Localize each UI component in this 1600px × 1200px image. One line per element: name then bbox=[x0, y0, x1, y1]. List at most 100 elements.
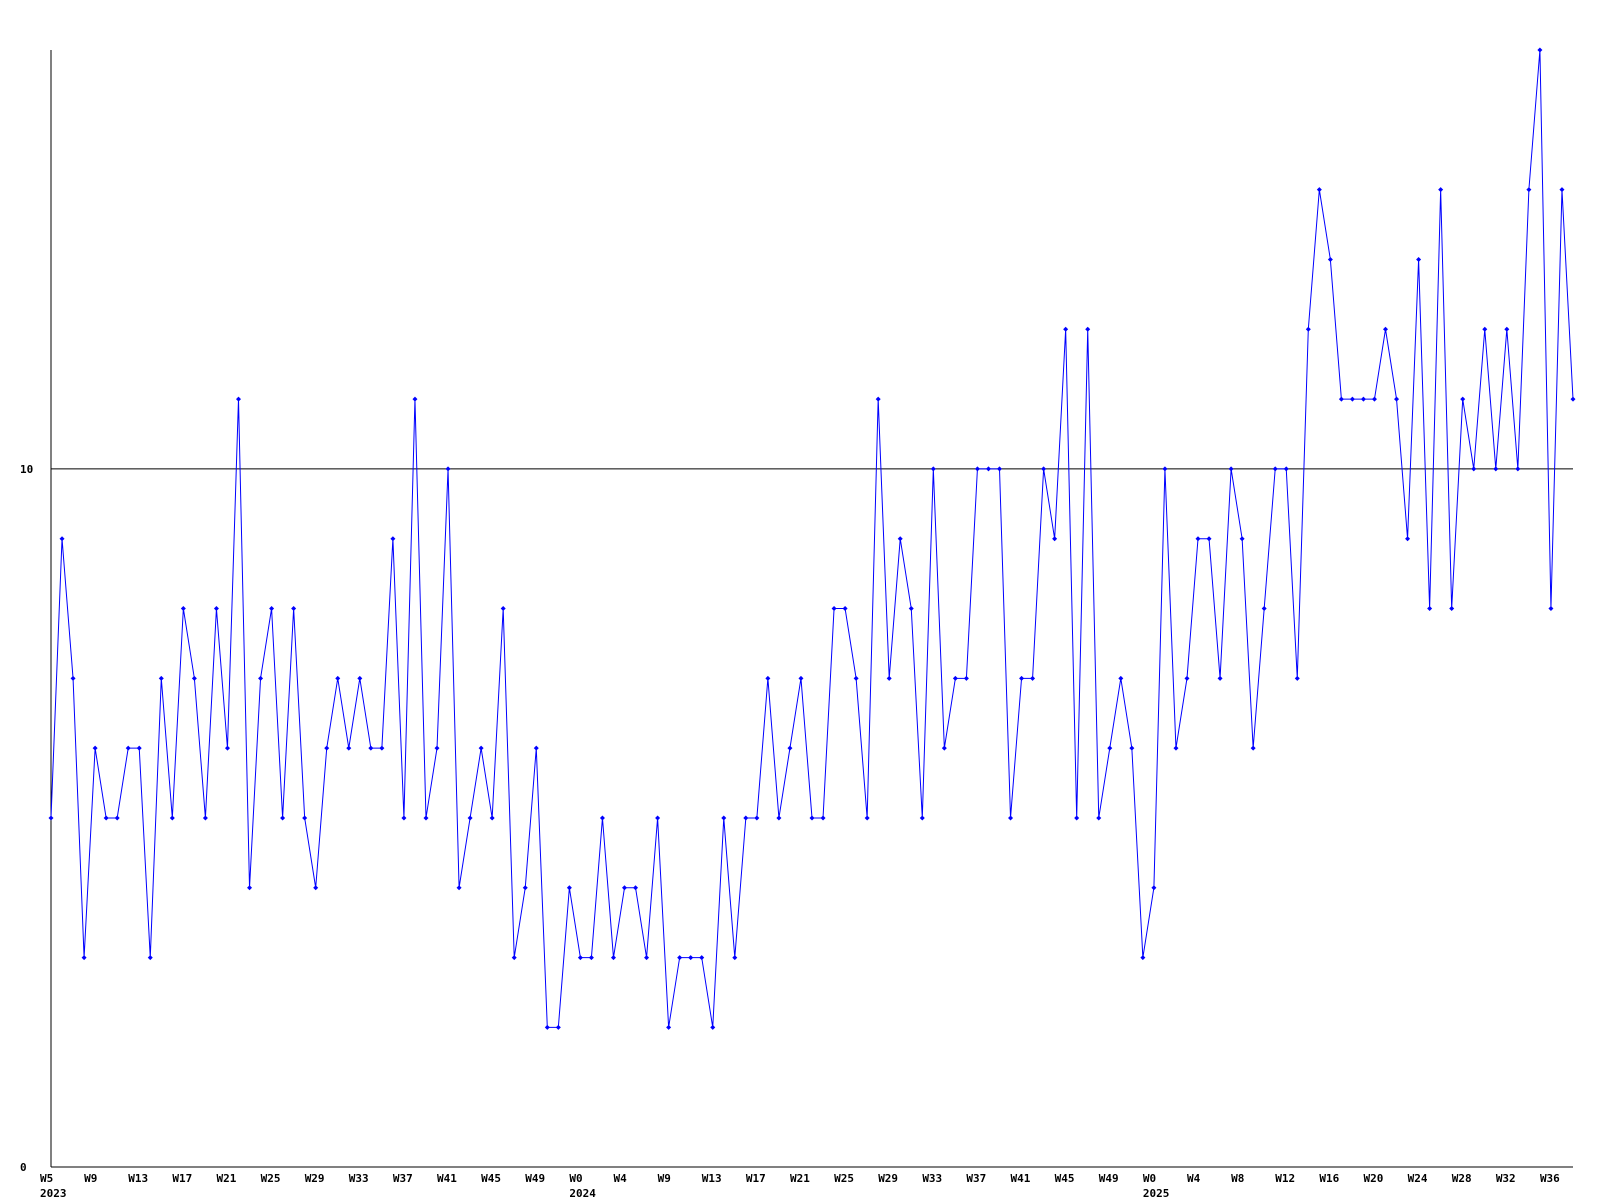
data-point bbox=[599, 815, 605, 821]
data-point bbox=[280, 815, 286, 821]
data-point bbox=[820, 815, 826, 821]
data-point bbox=[1261, 606, 1267, 611]
data-point bbox=[1074, 815, 1080, 821]
data-point bbox=[1394, 396, 1400, 402]
data-point bbox=[235, 396, 241, 402]
data-point bbox=[787, 745, 793, 751]
data-point bbox=[125, 745, 131, 751]
data-point bbox=[478, 745, 484, 751]
data-point bbox=[1316, 187, 1322, 193]
data-point bbox=[886, 675, 892, 681]
data-point bbox=[368, 745, 374, 751]
data-point bbox=[412, 396, 418, 402]
data-point bbox=[1416, 256, 1422, 262]
data-point bbox=[224, 745, 230, 751]
data-point bbox=[963, 675, 969, 681]
data-point bbox=[677, 955, 683, 961]
data-point bbox=[842, 606, 848, 611]
x-tick-label: W32 bbox=[1496, 1172, 1516, 1185]
data-point bbox=[555, 1024, 561, 1030]
data-point bbox=[1349, 396, 1355, 402]
x-tick-label: W41 bbox=[1011, 1172, 1031, 1185]
data-point bbox=[908, 606, 914, 611]
data-point bbox=[1173, 745, 1179, 751]
data-point bbox=[721, 815, 727, 821]
data-point bbox=[1570, 396, 1576, 402]
x-tick-label: W37 bbox=[393, 1172, 413, 1185]
data-point bbox=[1371, 396, 1377, 402]
x-tick-label: W12 bbox=[1275, 1172, 1295, 1185]
data-point bbox=[269, 606, 275, 611]
data-point bbox=[456, 885, 462, 891]
data-point bbox=[853, 675, 859, 681]
x-tick-label: W4 bbox=[614, 1172, 628, 1185]
data-point bbox=[1239, 536, 1245, 542]
data-point bbox=[390, 536, 396, 542]
data-point bbox=[985, 466, 991, 472]
data-line bbox=[50, 49, 1574, 1028]
x-tick-label: W25 bbox=[834, 1172, 854, 1185]
data-point bbox=[202, 815, 208, 821]
data-point bbox=[1427, 606, 1433, 611]
x-tick-label: W9 bbox=[84, 1172, 97, 1185]
data-point bbox=[633, 885, 639, 891]
data-point bbox=[136, 745, 142, 751]
data-point bbox=[776, 815, 782, 821]
data-point bbox=[1537, 47, 1543, 53]
data-point bbox=[699, 955, 705, 961]
y-tick-label: 10 bbox=[20, 463, 33, 476]
data-point bbox=[1217, 675, 1223, 681]
x-tick-label: W13 bbox=[128, 1172, 148, 1185]
data-point bbox=[1360, 396, 1366, 402]
x-tick-label: W49 bbox=[1099, 1172, 1119, 1185]
data-point bbox=[213, 606, 219, 611]
data-point bbox=[302, 815, 308, 821]
data-point bbox=[1482, 326, 1488, 332]
data-point bbox=[1460, 396, 1466, 402]
x-tick-label: W13 bbox=[702, 1172, 722, 1185]
data-point bbox=[247, 885, 253, 891]
data-point bbox=[577, 955, 583, 961]
data-point bbox=[467, 815, 473, 821]
data-point bbox=[765, 675, 771, 681]
data-point bbox=[1383, 326, 1389, 332]
data-point bbox=[158, 675, 164, 681]
x-tick-label: W17 bbox=[746, 1172, 766, 1185]
x-tick-label: W33 bbox=[349, 1172, 369, 1185]
data-point bbox=[1228, 466, 1234, 472]
data-point bbox=[59, 536, 65, 542]
data-point bbox=[732, 955, 738, 961]
data-point bbox=[291, 606, 297, 611]
data-point bbox=[81, 955, 87, 961]
x-tick-label: W28 bbox=[1452, 1172, 1472, 1185]
data-point bbox=[798, 675, 804, 681]
x-tick-label: W36 bbox=[1540, 1172, 1560, 1185]
y-tick-label: 0 bbox=[20, 1161, 27, 1174]
data-point bbox=[1096, 815, 1102, 821]
data-point bbox=[754, 815, 760, 821]
data-point bbox=[70, 675, 76, 681]
x-tick-label: W45 bbox=[1055, 1172, 1075, 1185]
x-tick-label: W24 bbox=[1408, 1172, 1428, 1185]
data-point bbox=[688, 955, 694, 961]
data-point bbox=[655, 815, 661, 821]
data-point bbox=[666, 1024, 672, 1030]
x-tick-label: W45 bbox=[481, 1172, 501, 1185]
data-point bbox=[434, 745, 440, 751]
data-point bbox=[1107, 745, 1113, 751]
data-point bbox=[1129, 745, 1135, 751]
data-point bbox=[1206, 536, 1212, 542]
data-point bbox=[180, 606, 186, 611]
data-point bbox=[114, 815, 120, 821]
data-point bbox=[1515, 466, 1521, 472]
data-point bbox=[1184, 675, 1190, 681]
data-point bbox=[1085, 326, 1091, 332]
data-point bbox=[1118, 675, 1124, 681]
data-point bbox=[313, 885, 319, 891]
x-tick-label: W4 bbox=[1187, 1172, 1201, 1185]
x-tick-label: W41 bbox=[437, 1172, 457, 1185]
data-point bbox=[346, 745, 352, 751]
data-point bbox=[522, 885, 528, 891]
data-point bbox=[357, 675, 363, 681]
